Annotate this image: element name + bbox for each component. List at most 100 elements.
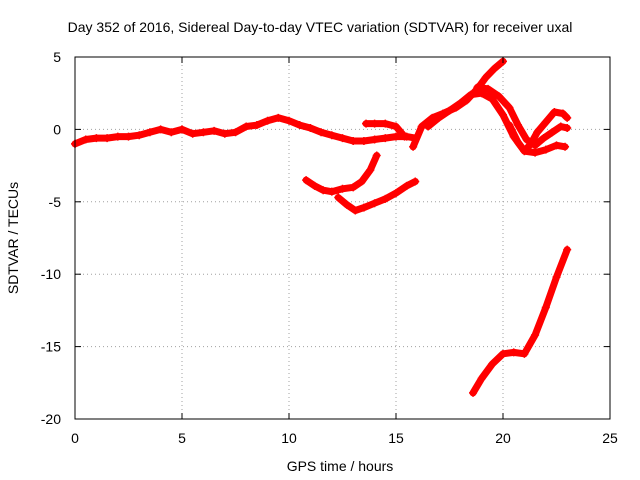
data-point <box>402 181 411 190</box>
data-point <box>359 136 368 145</box>
x-tick-label: 15 <box>388 430 404 446</box>
data-point <box>392 189 400 198</box>
data-point <box>156 125 165 134</box>
data-point <box>310 181 319 190</box>
data-point <box>370 119 379 128</box>
data-point <box>477 374 486 383</box>
data-point <box>220 129 229 138</box>
data-point <box>349 136 358 145</box>
data-point <box>505 103 514 112</box>
data-point <box>231 128 240 137</box>
data-point <box>327 187 336 196</box>
data-point <box>513 121 522 130</box>
data-point <box>113 132 122 141</box>
grid <box>75 57 610 419</box>
x-tick-label: 25 <box>602 430 618 446</box>
data-point <box>342 200 351 209</box>
series-main-arc <box>71 113 420 148</box>
x-axis-label: GPS time / hours <box>287 458 394 474</box>
data-point <box>124 132 133 141</box>
data-point <box>533 128 542 137</box>
data-point <box>499 110 507 119</box>
data-point <box>319 186 328 195</box>
series-arc-3 <box>302 151 381 196</box>
series-arc-9 <box>469 245 572 397</box>
data-point <box>381 119 390 128</box>
data-point <box>552 273 561 282</box>
data-point <box>263 116 272 125</box>
data-point <box>338 134 347 143</box>
data-point <box>351 206 360 215</box>
y-tick-label: 0 <box>53 121 61 137</box>
data-point <box>526 139 535 148</box>
data-point <box>494 92 503 101</box>
data-point <box>563 113 572 122</box>
data-point <box>381 134 390 143</box>
data-point <box>392 132 400 141</box>
data-point <box>92 134 101 143</box>
data-point <box>550 108 559 117</box>
y-tick-label: -20 <box>41 411 61 427</box>
data-point <box>372 151 381 160</box>
data-point <box>370 199 379 208</box>
data-point <box>357 177 366 186</box>
data-point <box>561 142 570 151</box>
y-tick-label: 5 <box>53 49 61 65</box>
data-point <box>381 194 390 203</box>
series-layer <box>71 57 572 397</box>
data-point <box>488 94 497 103</box>
data-point <box>488 359 497 368</box>
data-point <box>285 116 293 125</box>
data-point <box>558 109 567 118</box>
data-point <box>548 128 557 137</box>
data-point <box>473 83 482 92</box>
data-point <box>434 113 443 122</box>
data-point <box>531 331 540 340</box>
data-point <box>135 131 144 140</box>
data-point <box>509 348 518 357</box>
data-point <box>539 134 548 143</box>
series-arc-7 <box>473 83 572 150</box>
data-point <box>274 113 283 122</box>
data-point <box>349 183 358 192</box>
data-point <box>411 177 420 186</box>
data-point <box>103 134 112 143</box>
x-tick-label: 0 <box>71 430 79 446</box>
data-point <box>481 73 490 82</box>
data-point <box>392 122 400 131</box>
data-point <box>362 119 371 128</box>
data-point <box>409 142 418 151</box>
data-point <box>188 129 197 138</box>
data-point <box>359 203 368 212</box>
data-point <box>242 122 251 131</box>
data-point <box>366 165 375 174</box>
data-point <box>445 106 454 115</box>
data-point <box>563 123 572 132</box>
data-point <box>327 131 336 140</box>
data-point <box>541 118 550 127</box>
y-tick-label: -5 <box>49 194 62 210</box>
x-tick-label: 5 <box>178 430 186 446</box>
data-point <box>505 121 514 130</box>
series-trace <box>469 246 571 397</box>
data-point <box>400 132 409 141</box>
data-point <box>563 245 572 254</box>
data-point <box>338 184 347 193</box>
y-tick-label: -10 <box>41 266 61 282</box>
data-point <box>456 99 465 108</box>
data-point <box>499 349 507 358</box>
data-point <box>317 128 326 137</box>
data-point <box>252 121 261 130</box>
data-point <box>306 123 315 132</box>
x-tick-label: 10 <box>281 430 297 446</box>
data-point <box>484 84 493 93</box>
plot-frame <box>74 56 611 420</box>
data-point <box>520 349 529 358</box>
data-point <box>541 303 550 312</box>
data-point <box>552 141 561 150</box>
data-point <box>469 388 478 397</box>
data-point <box>295 121 304 130</box>
data-point <box>541 145 550 154</box>
data-point <box>513 138 522 147</box>
